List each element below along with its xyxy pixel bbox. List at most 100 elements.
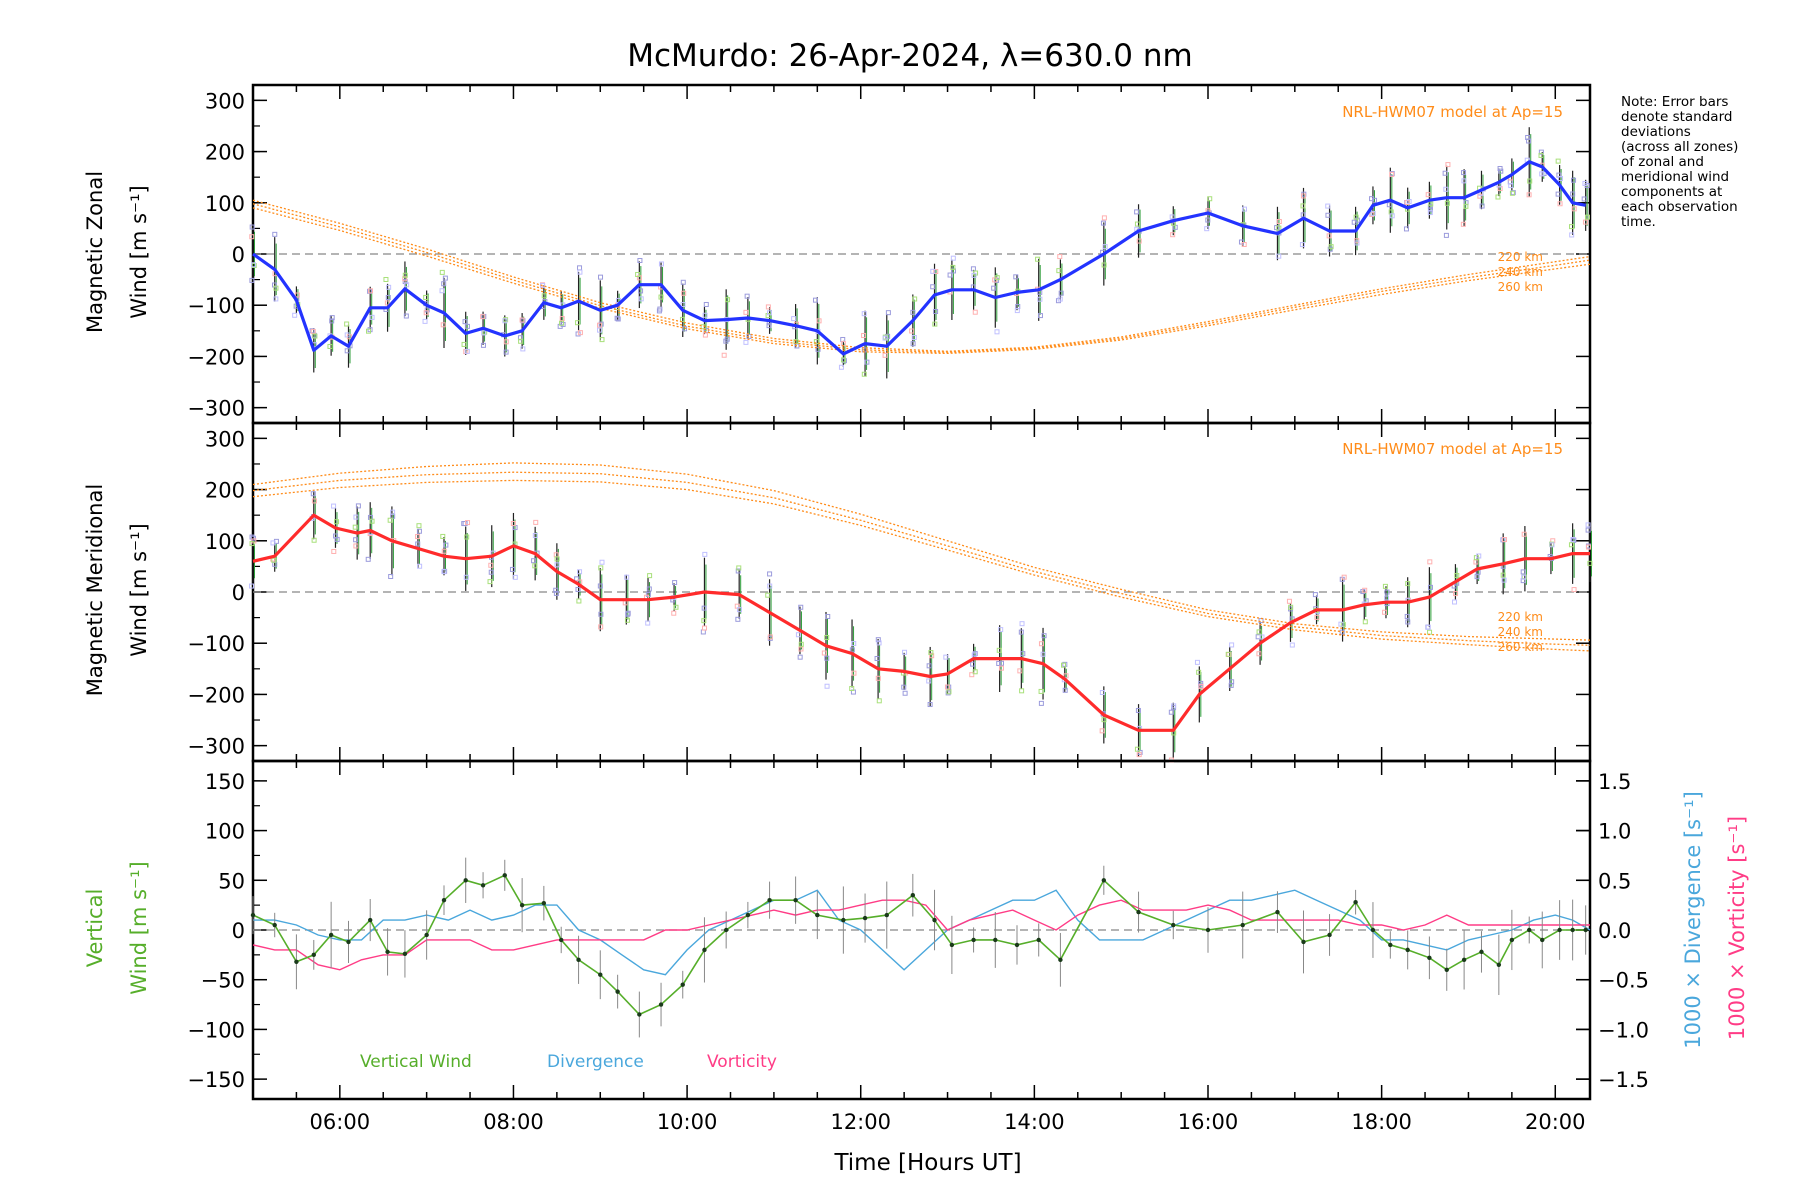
meridional-ylabel-line2: Wind [m s⁻¹] [127, 523, 151, 656]
vertical-wind-point [1036, 937, 1041, 943]
zonal-zone-point [502, 318, 508, 324]
vertical-wind-point [702, 947, 707, 953]
meridional-model-label: NRL-HWM07 model at Ap=15 [1342, 440, 1563, 458]
meridional-zone-point [1038, 688, 1044, 694]
zonal-zone-point [1327, 246, 1333, 252]
zonal-zone-point [1571, 177, 1577, 183]
zonal-zone-point [1241, 206, 1247, 212]
vertical-y2tick-label: 0.0 [1598, 919, 1631, 943]
meridional-zone-point [970, 661, 976, 667]
zonal-zone-point [461, 341, 467, 347]
meridional-zone-point [1289, 642, 1295, 648]
meridional-zone-point [1339, 629, 1345, 635]
zonal-zone-point [721, 352, 727, 358]
meridional-zone-point [929, 653, 935, 659]
zonal-zone-point [309, 328, 315, 334]
meridional-ytick-label: 300 [205, 427, 245, 451]
zonal-zone-point [703, 301, 709, 307]
vertical-wind-point [1275, 909, 1280, 915]
zonal-zone-point [1037, 296, 1043, 302]
zonal-zone-point [994, 329, 1000, 335]
zonal-zone-point [1169, 214, 1175, 220]
zonal-model-line-260km [252, 207, 1591, 355]
meridional-zone-point [996, 647, 1002, 653]
vertical-wind-point [1583, 927, 1588, 933]
meridional-zone-point [1427, 559, 1433, 565]
meridional-zone-point [876, 698, 882, 704]
vertical-wind-point [272, 922, 277, 928]
meridional-zone-point [1041, 633, 1047, 639]
meridional-zone-point [1427, 584, 1433, 590]
zonal-zone-point [329, 318, 335, 324]
vertical-wind-point [1014, 942, 1020, 948]
meridional-zone-point [701, 625, 707, 631]
meridional-zone-point [250, 535, 256, 541]
meridional-zone-point [736, 565, 742, 571]
meridional-zone-point [1476, 553, 1482, 559]
zonal-zone-point [702, 332, 708, 338]
meridional-zone-point [901, 684, 907, 690]
meridional-zone-point [1338, 621, 1344, 627]
zonal-model-line-220km [252, 199, 1591, 352]
meridional-zone-point [1038, 641, 1044, 647]
zonal-zone-point [680, 279, 686, 285]
vertical-wind-point [1570, 927, 1575, 933]
vertical-wind-point [1136, 909, 1141, 915]
zonal-zone-point [273, 285, 279, 291]
meridional-zone-point [1501, 577, 1507, 583]
zonal-zone-point [384, 300, 390, 306]
zonal-zone-point [310, 328, 316, 334]
vertical-wind-point [541, 900, 547, 906]
vertical-wind-point [1058, 957, 1063, 963]
meridional-zone-point [415, 541, 421, 547]
meridional-zone-point [554, 562, 560, 568]
meridional-zone-point [599, 559, 605, 565]
zonal-zone-point [1015, 304, 1021, 310]
vertical-ylabel-line1: Vertical [83, 889, 107, 968]
zonal-zone-point [765, 304, 771, 310]
zonal-zone-point [744, 293, 750, 299]
zonal-zone-point [864, 359, 870, 365]
zonal-zone-point [1582, 180, 1588, 186]
zonal-zone-point [462, 319, 468, 325]
zonal-zone-point [503, 349, 509, 355]
vertical-wind-point [1240, 922, 1245, 928]
zonal-zone-point [1526, 192, 1532, 198]
zonal-wind-line [252, 160, 1586, 356]
meridional-zone-point [946, 689, 952, 695]
meridional-zone-point [553, 590, 559, 596]
zonal-zone-point [520, 318, 526, 324]
meridional-zone-point [353, 514, 359, 520]
zonal-zone-point [746, 333, 752, 339]
x-tick-label: 20:00 [1525, 1110, 1586, 1134]
zonal-zone-point [1134, 209, 1140, 215]
meridional-ytick-label: −100 [187, 632, 245, 656]
vertical-wind-point [884, 912, 889, 918]
zonal-zone-point [423, 294, 429, 300]
zonal-zone-point [1570, 191, 1576, 197]
x-tick-label: 18:00 [1351, 1110, 1412, 1134]
zonal-ytick-label: −200 [187, 345, 245, 369]
meridional-zone-point [671, 610, 677, 616]
meridional-zone-point [999, 660, 1005, 666]
zonal-zone-point [838, 364, 844, 370]
meridional-zone-point [1405, 619, 1411, 625]
zonal-zone-point [930, 268, 936, 274]
meridional-zone-point [797, 654, 803, 660]
meridional-zone-point [249, 541, 255, 547]
meridional-zone-point [510, 521, 516, 527]
x-tick-label: 14:00 [1004, 1110, 1065, 1134]
zonal-zone-point [439, 269, 445, 275]
zonal-zone-point [1479, 203, 1485, 209]
zonal-zone-point [1508, 183, 1514, 189]
zonal-zone-point [1325, 212, 1331, 218]
zonal-zone-point [1425, 192, 1431, 198]
meridional-zone-point [1384, 595, 1390, 601]
zonal-zone-point [724, 336, 730, 342]
meridional-zone-point [1404, 613, 1410, 619]
vertical-wind-point [1509, 937, 1515, 943]
zonal-zone-point [885, 310, 891, 316]
vorticity-ylabel: 1000 × Vorticity [s⁻¹] [1725, 816, 1749, 1040]
meridional-zone-point [1019, 621, 1025, 627]
zonal-zone-point [1207, 196, 1213, 202]
